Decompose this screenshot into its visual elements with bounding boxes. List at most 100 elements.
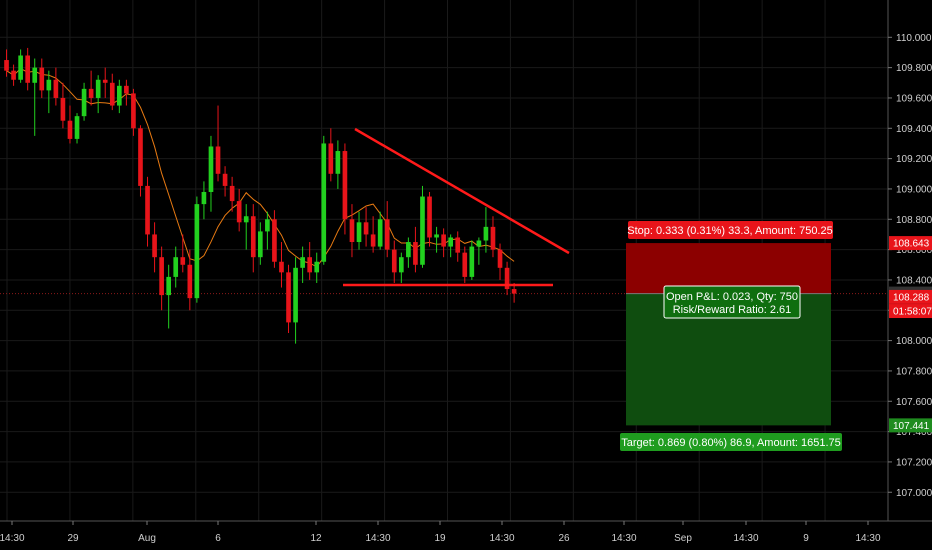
candle-body (391, 249, 397, 273)
candle (208, 135, 214, 212)
price-tag-label: 108.288 (893, 292, 930, 303)
candle (497, 243, 503, 280)
candle (469, 240, 475, 280)
candle (124, 79, 129, 106)
time-tick-label: 14:30 (733, 533, 758, 544)
candle (258, 222, 263, 265)
resistance-trendline (354, 127, 570, 255)
price-tick-label: 107.800 (896, 366, 932, 377)
price-tag-box (889, 304, 932, 319)
candle (349, 204, 355, 258)
price-tick-label: 109.600 (896, 93, 932, 104)
candle (328, 128, 334, 182)
candle-body (342, 151, 348, 220)
candle-body (356, 222, 362, 243)
candle-body (117, 85, 122, 106)
candle (11, 64, 16, 86)
candle-body (138, 128, 143, 186)
time-tick-label: 14:30 (489, 533, 514, 544)
candle-body (504, 267, 510, 290)
candle-body (222, 173, 228, 186)
candle-body (152, 234, 157, 258)
candle-body (173, 257, 179, 277)
price-tick-label: 110.000 (896, 33, 932, 44)
candle (60, 82, 66, 129)
candle (377, 211, 383, 250)
candle (39, 58, 45, 98)
price-tick-label: 109.200 (896, 154, 932, 165)
rr-label-text: Risk/Reward Ratio: 2.61 (673, 304, 792, 316)
candle (145, 176, 150, 247)
candle (138, 125, 143, 197)
candle (363, 207, 369, 247)
candle (441, 228, 446, 258)
time-tick-label: Aug (138, 533, 156, 544)
candle-body (349, 219, 355, 243)
time-tick-label: Sep (674, 533, 692, 544)
candle (434, 226, 439, 253)
candle (81, 82, 87, 121)
candle-body (81, 88, 87, 117)
candle (356, 211, 362, 250)
price-tag: 107.441 (889, 418, 932, 433)
candle (236, 188, 242, 232)
candle (18, 49, 23, 83)
candle-body (4, 60, 9, 71)
candle-body (490, 226, 496, 250)
candle (300, 246, 305, 283)
price-tag-label: 01:58:07 (893, 307, 932, 318)
pnl-label-text: Open P&L: 0.023, Qty: 750 (666, 291, 798, 303)
time-tick-label: 29 (67, 533, 79, 544)
price-tick-label: 107.400 (896, 427, 932, 438)
candle-body (335, 151, 341, 174)
price-axis[interactable]: 110.000 109.800 109.600 109.400 109.200 109.0… (887, 0, 932, 550)
time-axis[interactable]: 14:30 29 Aug 6 12 14:30 19 14:30 26 14:30 Sep 14:30… (0, 520, 932, 550)
price-tag-box (889, 418, 932, 433)
candle-body (102, 79, 108, 83)
price-tag-label: 108.643 (893, 239, 930, 250)
candle-body (511, 289, 517, 294)
price-tick-label: 108.400 (896, 275, 932, 286)
price-tick-label: 108.000 (896, 336, 932, 347)
candle-body (399, 257, 404, 273)
triangle-trendlines[interactable] (343, 127, 570, 287)
candle (117, 79, 122, 114)
candle (25, 47, 30, 91)
candle (46, 70, 52, 114)
candle (95, 75, 101, 114)
candle-body (201, 191, 207, 205)
candle-body (109, 82, 115, 106)
short-position-tool[interactable]: Stop: 0.333 (0.31%) 33.3, Amount: 750.25… (620, 221, 842, 451)
candle (102, 67, 108, 98)
candle-body (265, 219, 270, 232)
candle-body (131, 93, 136, 129)
candle-body (413, 242, 418, 265)
stop-label-text: Stop: 0.333 (0.31%) 33.3, Amount: 750.25 (627, 225, 832, 237)
candle-body (377, 219, 383, 247)
candle-body (60, 97, 66, 121)
time-tick-label: 12 (310, 533, 322, 544)
candle (173, 246, 179, 288)
time-tick-label: 14:30 (0, 533, 25, 544)
candle-body (420, 196, 425, 265)
candle (413, 226, 418, 273)
price-tick-label: 107.600 (896, 397, 932, 408)
candle-body (469, 246, 475, 277)
candle-body (67, 120, 73, 139)
candle-body (145, 185, 150, 235)
candle (180, 234, 186, 273)
candle (67, 105, 73, 144)
candle (229, 176, 235, 212)
candle-body (363, 222, 369, 235)
candle-body (243, 216, 249, 223)
candle-body (258, 231, 263, 258)
pnl-label-box (663, 285, 801, 319)
candle-body (229, 185, 235, 202)
candle-body (215, 146, 221, 174)
price-tag-label: 107.441 (893, 421, 930, 432)
candle (307, 242, 312, 280)
candle-body (88, 88, 94, 98)
price-tag-box (889, 236, 932, 251)
price-tag: 108.643 (889, 236, 932, 251)
